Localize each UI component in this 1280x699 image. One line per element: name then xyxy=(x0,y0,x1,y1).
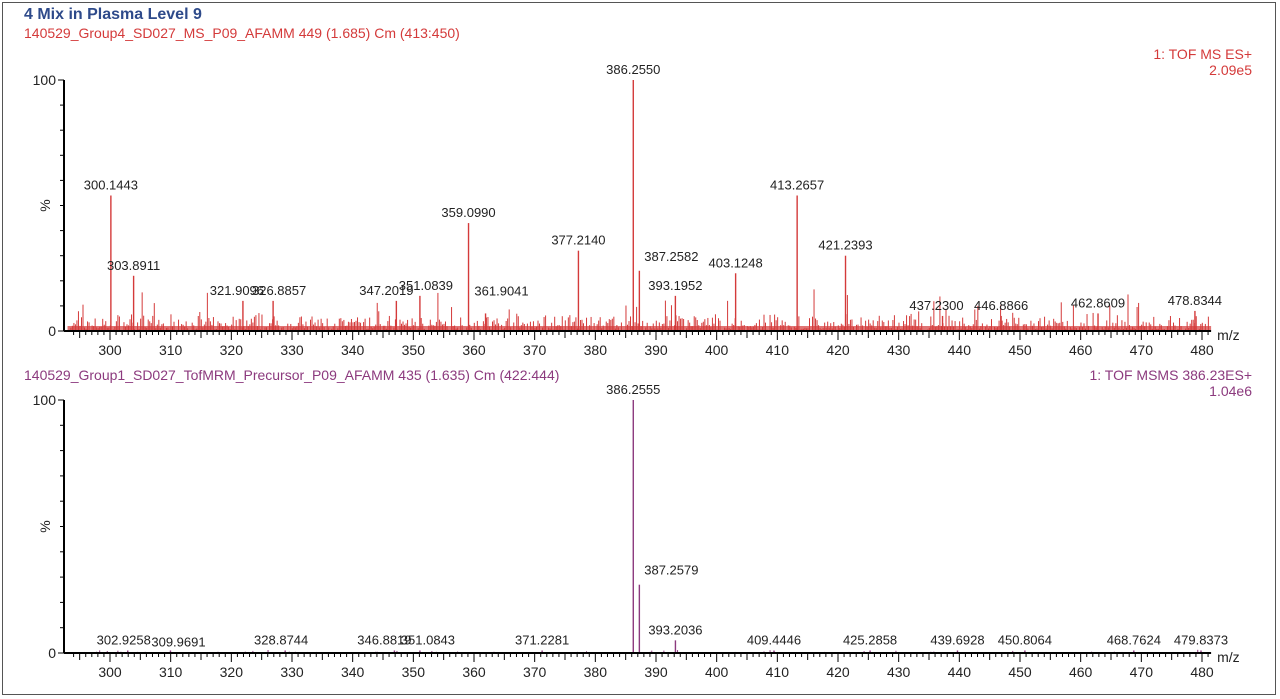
svg-text:370: 370 xyxy=(523,664,547,680)
x-axis-label: m/z xyxy=(1217,327,1240,343)
svg-text:450: 450 xyxy=(1008,664,1032,680)
peak-label: 468.7624 xyxy=(1107,632,1161,647)
peak-label: 450.8064 xyxy=(998,632,1052,647)
svg-text:360: 360 xyxy=(462,342,486,358)
svg-text:420: 420 xyxy=(826,664,850,680)
peak-label: 387.2582 xyxy=(644,249,698,264)
svg-text:410: 410 xyxy=(766,664,790,680)
peak-label: 478.8344 xyxy=(1168,293,1222,308)
bottom-spectrum-mode: 1: TOF MSMS 386.23ES+ xyxy=(1089,367,1252,383)
svg-text:%: % xyxy=(37,520,53,532)
peak-label: 359.0990 xyxy=(441,205,495,220)
peak-label: 393.2036 xyxy=(648,622,702,637)
peak-label: 439.6928 xyxy=(930,632,984,647)
peak-label: 387.2579 xyxy=(644,563,698,578)
svg-text:300: 300 xyxy=(98,664,122,680)
svg-text:420: 420 xyxy=(826,342,850,358)
svg-text:480: 480 xyxy=(1190,664,1214,680)
svg-text:410: 410 xyxy=(766,342,790,358)
svg-text:450: 450 xyxy=(1008,342,1032,358)
svg-text:370: 370 xyxy=(523,342,547,358)
peak-label: 393.1952 xyxy=(648,278,702,293)
peak-label: 409.4446 xyxy=(747,632,801,647)
top-spectrum-mode: 1: TOF MS ES+ xyxy=(1153,46,1252,62)
peak-label: 309.9691 xyxy=(151,634,205,649)
svg-text:400: 400 xyxy=(705,342,729,358)
top-spectrum-intensity: 2.09e5 xyxy=(1209,62,1252,78)
svg-text:100: 100 xyxy=(33,392,57,408)
svg-text:350: 350 xyxy=(402,664,426,680)
svg-text:460: 460 xyxy=(1069,342,1093,358)
peak-label: 328.8744 xyxy=(254,632,308,647)
x-axis-label: m/z xyxy=(1217,649,1240,665)
svg-text:330: 330 xyxy=(280,342,304,358)
peak-label: 425.2858 xyxy=(843,632,897,647)
svg-text:430: 430 xyxy=(887,342,911,358)
peak-label: 479.8373 xyxy=(1174,632,1228,647)
svg-text:390: 390 xyxy=(644,342,668,358)
peak-label: 386.2550 xyxy=(606,62,660,77)
peak-label: 347.2019 xyxy=(359,283,413,298)
top-spectrum-header: 140529_Group4_SD027_MS_P09_AFAMM 449 (1.… xyxy=(24,25,460,41)
svg-text:440: 440 xyxy=(948,664,972,680)
peak-label: 377.2140 xyxy=(551,233,605,248)
svg-text:340: 340 xyxy=(341,342,365,358)
svg-text:360: 360 xyxy=(462,664,486,680)
svg-text:470: 470 xyxy=(1130,342,1154,358)
svg-text:320: 320 xyxy=(220,664,244,680)
svg-text:380: 380 xyxy=(584,342,608,358)
svg-text:320: 320 xyxy=(220,342,244,358)
peak-label: 326.8857 xyxy=(252,283,306,298)
peak-label: 346.8819 xyxy=(357,632,411,647)
svg-text:470: 470 xyxy=(1130,664,1154,680)
peak-label: 386.2555 xyxy=(606,382,660,397)
svg-text:100: 100 xyxy=(33,72,57,88)
figure-title: 4 Mix in Plasma Level 9 xyxy=(24,6,202,23)
svg-text:480: 480 xyxy=(1190,342,1214,358)
peak-label: 437.2300 xyxy=(909,298,963,313)
svg-text:310: 310 xyxy=(159,664,183,680)
top-axes: 100 0% 300 310 320 330 340 350 360 370 380 390 400 41… xyxy=(33,72,1240,358)
svg-text:0: 0 xyxy=(48,645,56,661)
peak-label: 303.8911 xyxy=(107,258,160,273)
bottom-spectrum-intensity: 1.04e6 xyxy=(1209,383,1252,399)
bottom-axes: 100 0% 300 310 320 330 340 350 360 370 380 390 400 41… xyxy=(33,392,1240,680)
peak-label: 351.0843 xyxy=(401,632,455,647)
svg-text:340: 340 xyxy=(341,664,365,680)
bottom-spectrum: 302.9258 309.9691 328.8744 346.8819351.0843… xyxy=(68,382,1228,653)
svg-text:%: % xyxy=(37,199,53,211)
peak-label: 351.0839 xyxy=(399,278,453,293)
svg-text:440: 440 xyxy=(948,342,972,358)
peak-label: 371.2281 xyxy=(515,632,569,647)
peak-label: 361.9041 xyxy=(474,283,528,298)
svg-text:350: 350 xyxy=(402,342,426,358)
peak-label: 446.8866 xyxy=(974,298,1028,313)
peak-label: 321.9096 xyxy=(210,283,264,298)
svg-text:330: 330 xyxy=(280,664,304,680)
peak-label: 302.9258 xyxy=(97,632,151,647)
peak-label: 421.2393 xyxy=(818,238,872,253)
svg-text:460: 460 xyxy=(1069,664,1093,680)
svg-text:390: 390 xyxy=(644,664,668,680)
svg-text:400: 400 xyxy=(705,664,729,680)
peak-label: 462.8609 xyxy=(1071,295,1125,310)
svg-text:380: 380 xyxy=(584,664,608,680)
peak-label: 413.2657 xyxy=(770,177,824,192)
svg-text:430: 430 xyxy=(887,664,911,680)
svg-text:310: 310 xyxy=(159,342,183,358)
svg-text:300: 300 xyxy=(98,342,122,358)
svg-text:0: 0 xyxy=(48,323,56,339)
bottom-spectrum-header: 140529_Group1_SD027_TofMRM_Precursor_P09… xyxy=(24,367,560,383)
peak-label: 403.1248 xyxy=(709,255,763,270)
peak-label: 300.1443 xyxy=(84,177,138,192)
